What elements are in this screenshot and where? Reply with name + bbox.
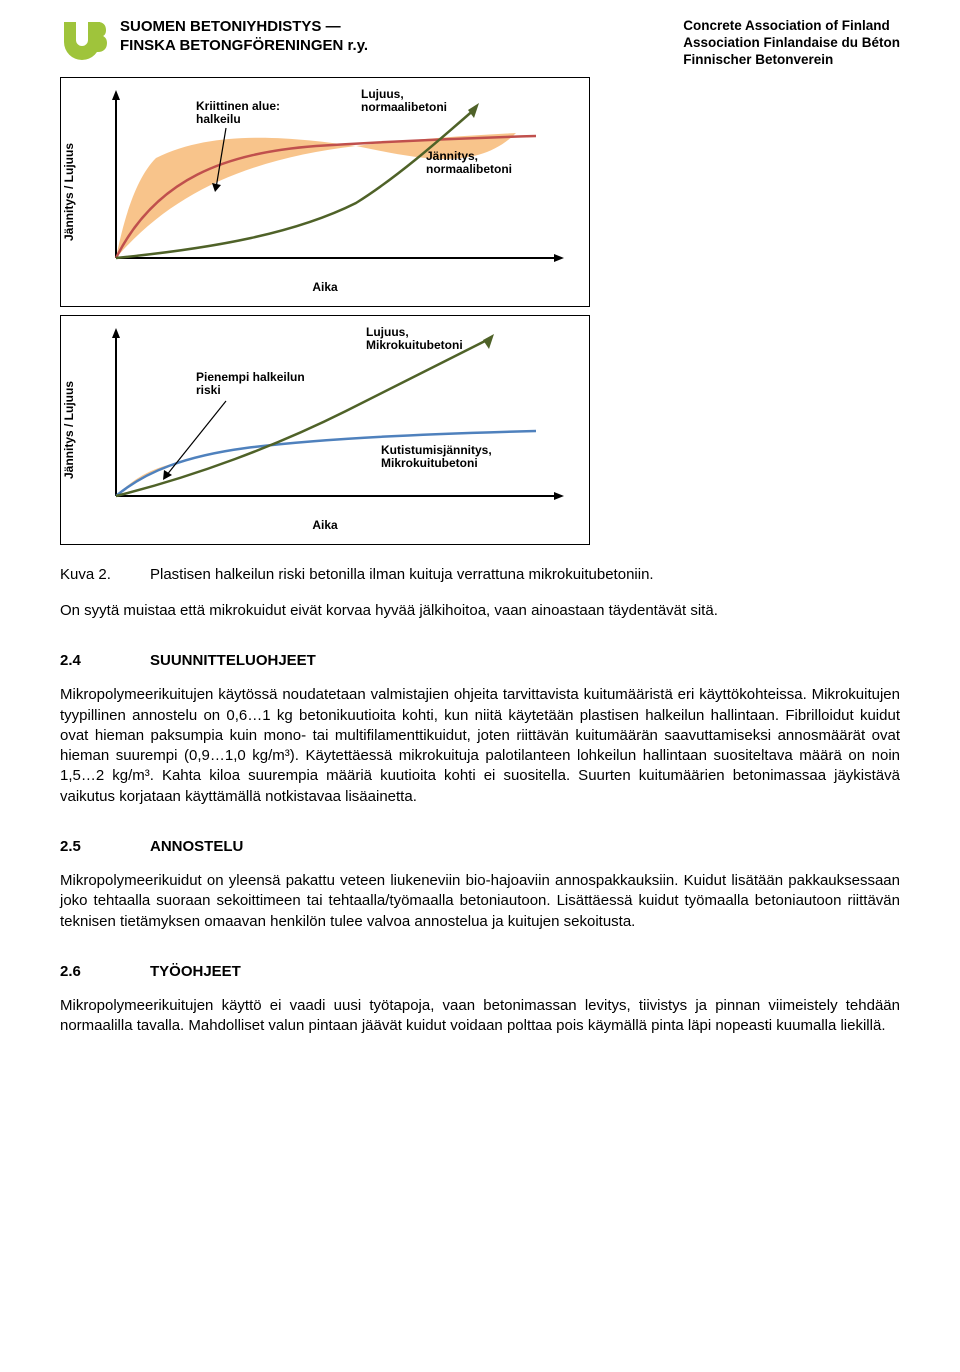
org-right-line1: Concrete Association of Finland	[683, 18, 900, 35]
chart2-xlabel: Aika	[312, 517, 337, 533]
charts-figure: Jännitys / Lujuus Kriittinen alue: halke…	[60, 77, 900, 545]
section-25-heading: 2.5 ANNOSTELU	[60, 837, 900, 857]
chart2-ylabel: Jännitys / Lujuus	[61, 381, 77, 479]
section-26-title: TYÖOHJEET	[150, 962, 241, 982]
section-24-body: Mikropolymeerikuitujen käytössä noudatet…	[60, 685, 900, 807]
caption-number: Kuva 2.	[60, 565, 150, 585]
chart1-xlabel: Aika	[312, 279, 337, 295]
logo-shape	[64, 22, 107, 60]
chart1-label-kriittinen: Kriittinen alue: halkeilu	[196, 100, 280, 128]
section-24-heading: 2.4 SUUNNITTELUOHJEET	[60, 651, 900, 671]
chart-2: Jännitys / Lujuus Pienempi halkeilun ris…	[60, 315, 590, 545]
org-left-line2: FINSKA BETONGFÖRENINGEN r.y.	[120, 37, 683, 56]
caption-text: Plastisen halkeilun riski betonilla ilma…	[150, 565, 900, 585]
chart1-ylabel: Jännitys / Lujuus	[61, 143, 77, 241]
org-name-right: Concrete Association of Finland Associat…	[683, 18, 900, 69]
section-24-num: 2.4	[60, 651, 150, 671]
chart-1: Jännitys / Lujuus Kriittinen alue: halke…	[60, 77, 590, 307]
org-right-line2: Association Finlandaise du Béton	[683, 35, 900, 52]
logo	[60, 18, 108, 66]
chart1-plot	[96, 88, 576, 278]
section-26-heading: 2.6 TYÖOHJEET	[60, 962, 900, 982]
section-25-title: ANNOSTELU	[150, 837, 243, 857]
chart1-label-jannitys: Jännitys, normaalibetoni	[426, 150, 512, 178]
page-header: SUOMEN BETONIYHDISTYS — FINSKA BETONGFÖR…	[60, 18, 900, 69]
figure-caption: Kuva 2. Plastisen halkeilun riski betoni…	[60, 565, 900, 585]
chart2-label-lujuus: Lujuus, Mikrokuitubetoni	[366, 326, 463, 354]
chart1-label-lujuus: Lujuus, normaalibetoni	[361, 88, 447, 116]
page: SUOMEN BETONIYHDISTYS — FINSKA BETONGFÖR…	[0, 0, 960, 1091]
org-left-line1: SUOMEN BETONIYHDISTYS —	[120, 18, 683, 37]
section-26-num: 2.6	[60, 962, 150, 982]
chart2-plot	[96, 326, 576, 516]
org-right-line3: Finnischer Betonverein	[683, 52, 900, 69]
org-name-left: SUOMEN BETONIYHDISTYS — FINSKA BETONGFÖR…	[120, 18, 683, 56]
section-26-body: Mikropolymeerikuitujen käyttö ei vaadi u…	[60, 996, 900, 1037]
paragraph-note: On syytä muistaa että mikrokuidut eivät …	[60, 601, 900, 621]
section-25-num: 2.5	[60, 837, 150, 857]
section-24-title: SUUNNITTELUOHJEET	[150, 651, 316, 671]
chart2-label-kutistumis: Kutistumisjännitys, Mikrokuitubetoni	[381, 444, 492, 472]
section-25-body: Mikropolymeerikuidut on yleensä pakattu …	[60, 871, 900, 932]
chart2-label-pienempi: Pienempi halkeilun riski	[196, 371, 305, 399]
